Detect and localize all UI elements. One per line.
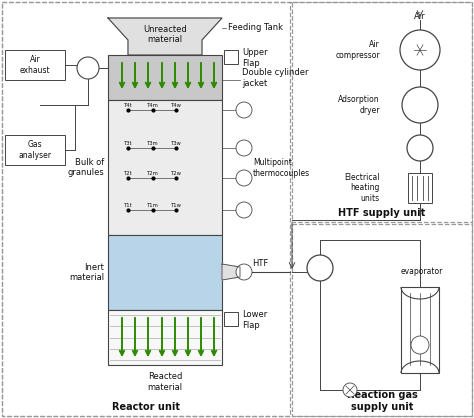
Bar	[292, 2, 472, 222]
Circle shape	[236, 264, 252, 280]
Text: T1t: T1t	[124, 203, 132, 208]
Text: >: >	[417, 342, 423, 348]
Text: Gas
analyser: Gas analyser	[18, 140, 52, 160]
Text: MFC: MFC	[413, 145, 428, 151]
Bar	[108, 235, 222, 310]
Text: T2m: T2m	[147, 171, 159, 176]
Text: T2: T2	[241, 176, 247, 181]
Text: T4: T4	[241, 107, 247, 112]
Text: T3w: T3w	[171, 141, 182, 146]
Bar	[224, 312, 238, 326]
Circle shape	[307, 255, 333, 281]
Text: Inert
material: Inert material	[69, 263, 104, 282]
Text: HTF: HTF	[252, 259, 268, 268]
Text: Air: Air	[414, 12, 426, 21]
Circle shape	[236, 202, 252, 218]
Text: T1: T1	[241, 207, 247, 212]
Text: T3t: T3t	[124, 141, 132, 146]
Bar	[2, 2, 290, 416]
Bar	[401, 287, 439, 373]
Text: T3m: T3m	[147, 141, 159, 146]
Text: Reactor unit: Reactor unit	[112, 402, 180, 412]
Circle shape	[402, 87, 438, 123]
Text: T4m: T4m	[147, 103, 159, 108]
Circle shape	[407, 135, 433, 161]
Bar	[292, 224, 472, 416]
Text: Double cylinder
jacket: Double cylinder jacket	[242, 68, 309, 88]
Bar	[108, 310, 222, 365]
Text: T2t: T2t	[124, 171, 132, 176]
Text: Tm: Tm	[240, 270, 248, 275]
Text: HTF supply unit: HTF supply unit	[338, 208, 426, 218]
Bar	[224, 50, 238, 64]
Text: steam: steam	[308, 268, 332, 276]
Polygon shape	[222, 264, 240, 280]
Circle shape	[77, 57, 99, 79]
Text: T4w: T4w	[171, 103, 182, 108]
Text: Unreacted
material: Unreacted material	[143, 25, 187, 44]
Bar	[5, 50, 65, 80]
Text: Reacted
material: Reacted material	[147, 372, 182, 392]
Text: P: P	[86, 64, 91, 72]
Text: T2w: T2w	[171, 171, 182, 176]
Text: T4t: T4t	[124, 103, 132, 108]
Bar	[5, 135, 65, 165]
Text: T3: T3	[241, 145, 247, 150]
Circle shape	[236, 170, 252, 186]
Text: evaporator: evaporator	[401, 268, 443, 276]
Text: Bulk of
granules: Bulk of granules	[67, 158, 104, 177]
Circle shape	[236, 102, 252, 118]
Text: T1w: T1w	[171, 203, 182, 208]
Text: Upper
Flap: Upper Flap	[242, 48, 268, 68]
Text: T1m: T1m	[147, 203, 159, 208]
Bar	[108, 55, 222, 100]
Circle shape	[343, 383, 357, 397]
Bar	[408, 173, 432, 203]
Text: Multipoint
thermocouples: Multipoint thermocouples	[253, 158, 310, 178]
Text: Adsorption
dryer: Adsorption dryer	[338, 95, 380, 115]
Text: Reaction gas
supply unit: Reaction gas supply unit	[346, 390, 418, 412]
Circle shape	[400, 30, 440, 70]
Circle shape	[236, 140, 252, 156]
Text: Feeding Tank: Feeding Tank	[228, 23, 283, 33]
Bar	[108, 100, 222, 235]
Text: MFC: MFC	[313, 265, 328, 271]
Circle shape	[411, 336, 429, 354]
Text: Air
compressor: Air compressor	[336, 40, 380, 60]
Text: Lower
Flap: Lower Flap	[242, 310, 267, 330]
Polygon shape	[108, 18, 222, 55]
Text: Electrical
heating
units: Electrical heating units	[345, 173, 380, 203]
Text: Air
exhaust: Air exhaust	[20, 55, 50, 75]
